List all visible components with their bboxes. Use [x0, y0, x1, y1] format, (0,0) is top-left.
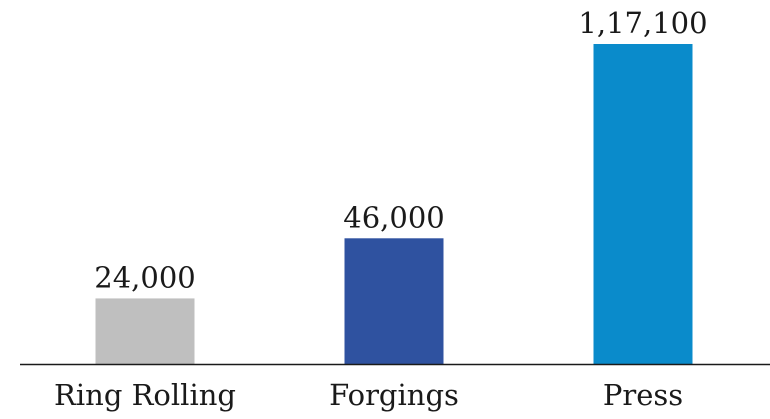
- category-label: Press: [603, 378, 683, 412]
- category-label: Forgings: [329, 378, 459, 412]
- category-label: Ring Rolling: [54, 378, 236, 412]
- value-label: 46,000: [343, 200, 444, 234]
- bars-group: [95, 44, 693, 364]
- category-labels-group: Ring Rolling Forgings Press: [54, 378, 683, 412]
- value-labels-group: 24,000 46,000 1,17,100: [94, 6, 707, 294]
- bar-forgings: [344, 238, 444, 364]
- bar-press: [593, 44, 693, 364]
- bar-ring-rolling: [95, 298, 195, 364]
- value-label: 24,000: [94, 260, 195, 294]
- value-label: 1,17,100: [578, 6, 707, 40]
